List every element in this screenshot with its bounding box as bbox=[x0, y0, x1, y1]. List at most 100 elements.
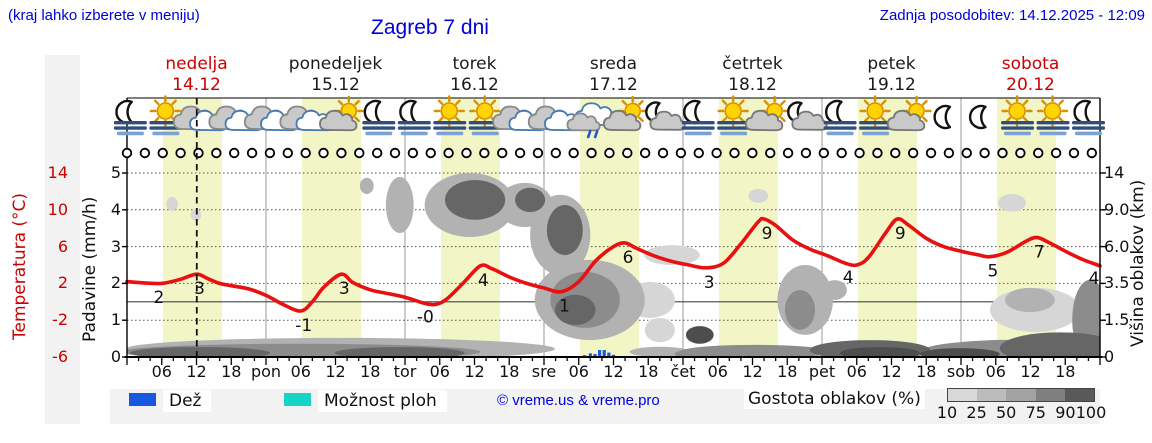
density-scale-segment bbox=[948, 389, 978, 401]
temperature-line bbox=[125, 216, 1102, 313]
time-label-06: 06 bbox=[151, 362, 172, 381]
svg-text:6: 6 bbox=[623, 248, 634, 268]
weather-icon-moon-fog bbox=[1072, 99, 1106, 136]
svg-text:-0: -0 bbox=[417, 308, 434, 328]
svg-text:3: 3 bbox=[194, 279, 205, 299]
time-label-12: 12 bbox=[742, 362, 763, 381]
precip-tick-1: 1 bbox=[110, 310, 121, 330]
day-name: ponedeljek bbox=[288, 54, 383, 74]
weather-icon-sun-fog bbox=[149, 95, 183, 136]
cloud-density-scale-bar bbox=[947, 388, 1095, 402]
weather-icon-sun-cloud bbox=[319, 95, 365, 132]
time-label-12: 12 bbox=[325, 362, 346, 381]
time-label-18: 18 bbox=[221, 362, 242, 381]
showers-legend-label: Možnost ploh bbox=[318, 390, 447, 412]
weather-icon-moon-fog bbox=[823, 99, 857, 136]
cloud-tick-14: 14 bbox=[1104, 163, 1125, 182]
weather-icon-sun-cloud bbox=[602, 95, 648, 132]
svg-text:3: 3 bbox=[704, 273, 715, 293]
time-label-18: 18 bbox=[777, 362, 798, 381]
menu-hint-text: (kraj lahko izberete v meniju) bbox=[8, 7, 200, 24]
time-label-06: 06 bbox=[429, 362, 450, 381]
day-date: 16.12 bbox=[450, 75, 499, 95]
day-date: 15.12 bbox=[311, 75, 360, 95]
time-label-12: 12 bbox=[1020, 362, 1041, 381]
weather-icon-moon-fog bbox=[681, 99, 715, 136]
day-header-torek: torek 16.12 bbox=[406, 54, 544, 96]
time-label-06: 06 bbox=[707, 362, 728, 381]
day-name: torek bbox=[452, 54, 497, 74]
day-header-četrtek: četrtek 18.12 bbox=[684, 54, 822, 96]
daylight-bands bbox=[162, 98, 1056, 357]
density-scale-segment bbox=[1035, 389, 1065, 401]
svg-text:4: 4 bbox=[843, 268, 854, 288]
time-label-12: 12 bbox=[603, 362, 624, 381]
weather-icon-sun-fog bbox=[468, 95, 502, 136]
weather-icon-sun-cloud bbox=[744, 95, 790, 132]
weather-icon-sun-fog bbox=[717, 95, 751, 136]
temp-tick-14: 14 bbox=[47, 163, 68, 182]
day-date: 14.12 bbox=[172, 75, 221, 95]
density-value-25: 25 bbox=[966, 403, 987, 422]
time-label-18: 18 bbox=[499, 362, 520, 381]
svg-text:4: 4 bbox=[1089, 269, 1100, 289]
time-label-06: 06 bbox=[290, 362, 311, 381]
legend-strip bbox=[110, 389, 1100, 424]
rain-legend-swatch bbox=[129, 393, 156, 406]
time-label-18: 18 bbox=[638, 362, 659, 381]
time-ticks bbox=[126, 357, 1101, 365]
weather-icon-sun-fog bbox=[859, 95, 893, 136]
cloud-tick-0: 0 bbox=[1104, 347, 1115, 366]
svg-text:3: 3 bbox=[339, 279, 350, 299]
day-name: sobota bbox=[1001, 54, 1060, 74]
svg-text:9: 9 bbox=[895, 224, 906, 244]
weather-icon-moon-fog bbox=[113, 99, 147, 136]
time-label-pon: pon bbox=[250, 362, 282, 381]
precip-tick-5: 5 bbox=[110, 163, 121, 182]
cloud-tick-1.5: 1.5 bbox=[1104, 310, 1130, 330]
day-header-petek: petek 19.12 bbox=[823, 54, 961, 96]
svg-text:2: 2 bbox=[154, 288, 165, 308]
cloud-tick-3.5: 3.5 bbox=[1104, 273, 1130, 293]
day-header-ponedeljek: ponedeljek 15.12 bbox=[267, 54, 405, 96]
weather-icon-moon-cloud bbox=[787, 101, 828, 131]
time-label-06: 06 bbox=[846, 362, 867, 381]
svg-text:-1: -1 bbox=[295, 316, 312, 336]
time-label-12: 12 bbox=[464, 362, 485, 381]
day-date: 20.12 bbox=[1006, 75, 1055, 95]
copyright-link[interactable]: © vreme.us & vreme.pro bbox=[497, 392, 660, 409]
svg-text:5: 5 bbox=[988, 262, 999, 282]
density-scale-segment bbox=[1006, 389, 1036, 401]
temp-tick--6: -6 bbox=[52, 347, 68, 366]
left-margin-strip bbox=[45, 55, 80, 424]
svg-text:7: 7 bbox=[1034, 242, 1045, 262]
precip-tick-3: 3 bbox=[110, 236, 121, 256]
day-header-nedelja: nedelja 14.12 bbox=[128, 54, 266, 96]
time-label-sob: sob bbox=[946, 362, 976, 381]
density-value-90: 90 bbox=[1055, 403, 1076, 422]
weather-icon-moon-cloud bbox=[645, 101, 686, 131]
weather-icon-sun-fog bbox=[433, 95, 467, 136]
temp-tick-6: 6 bbox=[57, 236, 68, 256]
density-scale-segment bbox=[1064, 389, 1094, 401]
temp-tick--2: -2 bbox=[52, 310, 68, 330]
day-name: nedelja bbox=[165, 54, 228, 74]
weather-icon-sun-fog bbox=[1036, 95, 1070, 136]
time-label-06: 06 bbox=[568, 362, 589, 381]
weather-icon-moon bbox=[933, 104, 952, 130]
svg-text:4: 4 bbox=[478, 271, 489, 291]
time-label-čet: čet bbox=[670, 362, 696, 381]
day-date: 17.12 bbox=[589, 75, 638, 95]
day-name: četrtek bbox=[722, 54, 783, 74]
density-scale-segment bbox=[977, 389, 1007, 401]
weather-icon-sun-cloud bbox=[886, 95, 932, 132]
day-date: 18.12 bbox=[728, 75, 777, 95]
cloud-tick-6.0: 6.0 bbox=[1104, 236, 1130, 256]
showers-legend-swatch bbox=[284, 393, 311, 406]
density-value-100: 100 bbox=[1075, 403, 1107, 422]
svg-text:9: 9 bbox=[762, 224, 773, 244]
cloud-density-legend-label: Gostota oblakov (%) bbox=[744, 389, 925, 409]
time-label-12: 12 bbox=[881, 362, 902, 381]
